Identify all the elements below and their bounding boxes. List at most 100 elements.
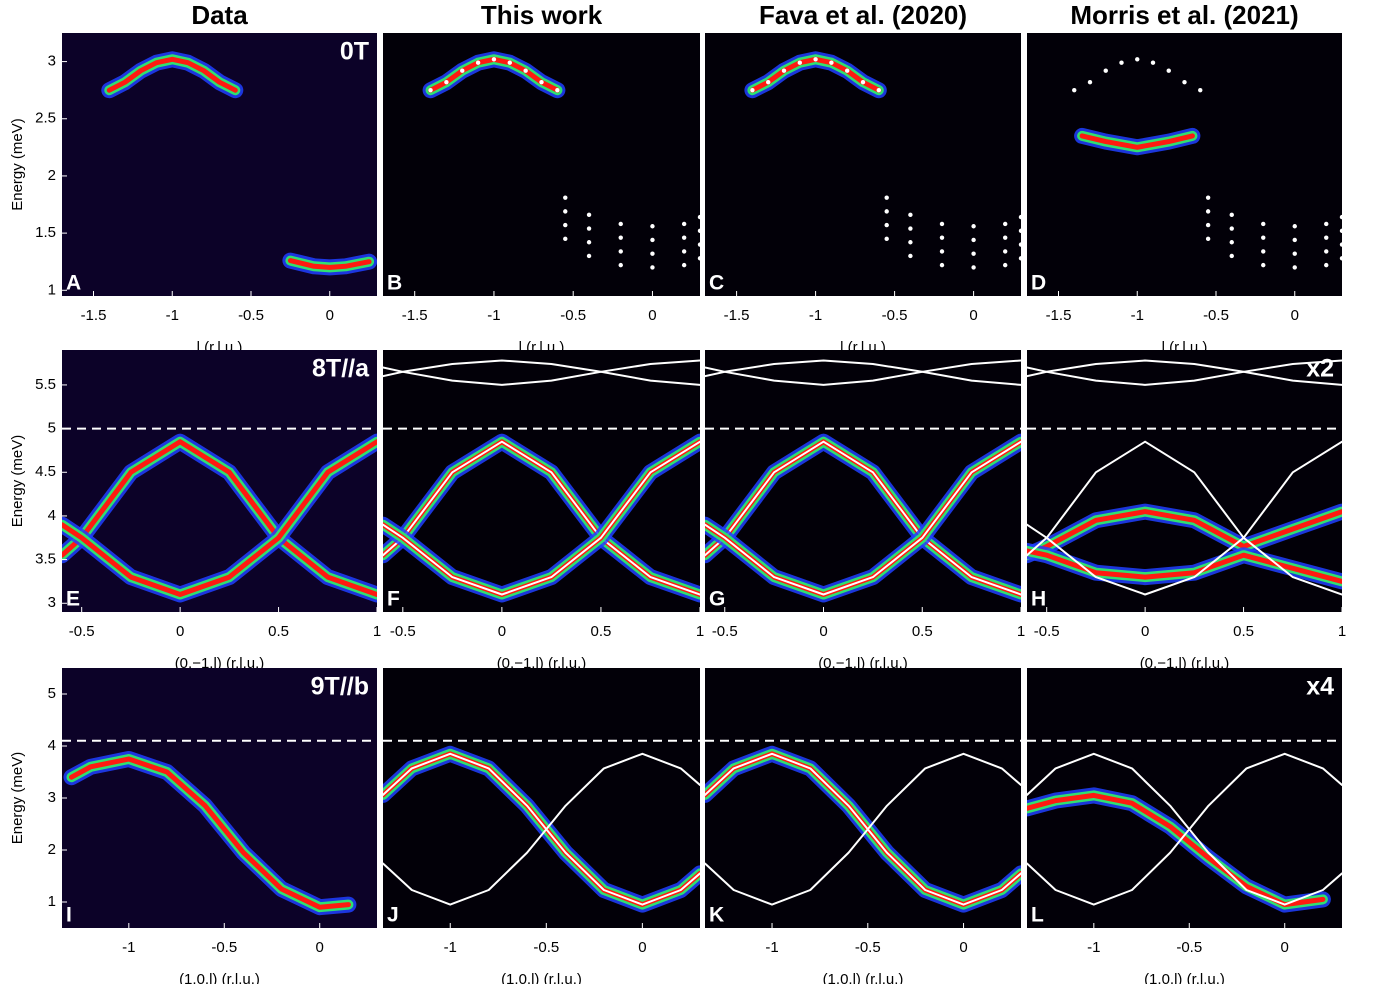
x-tick-label: -0.5 — [533, 939, 559, 956]
model-dot — [555, 87, 560, 93]
model-line — [1027, 440, 1342, 596]
panel-plot — [1072, 57, 1342, 270]
model-dot — [1229, 226, 1234, 231]
x-tick-label: -1 — [1087, 939, 1100, 956]
x-tick-label: 0 — [819, 623, 827, 640]
panel-background — [1027, 33, 1342, 296]
x-tick-label: 0 — [1141, 623, 1149, 640]
model-dot — [697, 214, 700, 220]
model-dot — [971, 224, 976, 229]
y-tick-label: 4.5 — [35, 463, 56, 480]
model-dot — [1018, 214, 1021, 220]
panel-plot — [101, 51, 377, 276]
model-dot — [1339, 228, 1342, 234]
model-dot — [971, 251, 976, 256]
y-tick-label: 4 — [48, 507, 56, 524]
model-dot — [876, 87, 881, 93]
model-dot — [650, 265, 655, 270]
model-dot — [523, 68, 528, 73]
panel-plot — [383, 359, 700, 603]
x-tick-label: -0.5 — [560, 307, 586, 324]
model-line — [383, 359, 700, 386]
model-line — [705, 440, 1021, 596]
model-dot — [971, 265, 976, 270]
model-dot — [1292, 265, 1297, 270]
y-tick-label: 5.5 — [35, 376, 56, 393]
field-annotation: x2 — [1306, 355, 1334, 383]
x-tick-label: -1.5 — [81, 307, 107, 324]
x-tick-label: -1.5 — [724, 307, 750, 324]
intensity-band-core — [69, 756, 351, 910]
y-tick-label: 4 — [48, 737, 56, 754]
panel-plot — [383, 739, 700, 913]
model-dot — [1324, 262, 1329, 268]
panel-letter: G — [709, 588, 725, 611]
model-line — [705, 440, 1021, 596]
x-axis-label: (0,−1,l) (r.l.u.) — [175, 655, 265, 672]
model-dot — [939, 235, 945, 240]
model-dot — [1292, 224, 1297, 229]
panel-letter: F — [387, 588, 400, 611]
model-dot — [1324, 249, 1329, 254]
x-tick-label: 0 — [498, 623, 506, 640]
model-dot — [475, 60, 481, 65]
x-tick-label: 0 — [176, 623, 184, 640]
model-dot — [1261, 221, 1266, 227]
y-tick-label: 3 — [48, 594, 56, 611]
intensity-band-core — [62, 439, 377, 597]
model-line — [383, 440, 700, 596]
x-axis-label: (0,−1,l) (r.l.u.) — [1140, 655, 1230, 672]
column-title: This work — [481, 0, 603, 30]
model-dot — [507, 60, 512, 65]
model-dot — [1166, 68, 1171, 73]
model-line — [705, 359, 1021, 386]
model-dot — [650, 224, 655, 229]
model-dot — [1018, 256, 1021, 261]
x-tick-label: 0 — [648, 307, 656, 324]
model-dot — [444, 79, 449, 85]
model-dot — [829, 60, 834, 65]
model-dot — [908, 253, 913, 259]
x-tick-label: -1.5 — [402, 307, 428, 324]
panel-plot — [705, 359, 1021, 603]
y-axis-label: Energy (meV) — [9, 752, 26, 845]
x-tick-label: -0.5 — [1034, 623, 1060, 640]
model-dot — [1150, 60, 1156, 65]
model-line — [1027, 440, 1342, 596]
intensity-band-core — [1079, 133, 1195, 150]
x-tick-label: -0.5 — [211, 939, 237, 956]
model-dot — [681, 221, 687, 227]
x-tick-label: 1 — [1338, 623, 1346, 640]
model-dot — [586, 253, 592, 259]
model-dot — [1205, 236, 1211, 242]
field-annotation: x4 — [1306, 673, 1334, 701]
x-tick-label: 0 — [326, 307, 334, 324]
model-dot — [1229, 212, 1234, 218]
model-dot — [1324, 235, 1329, 240]
model-dot — [939, 221, 945, 227]
model-dot — [884, 195, 889, 200]
x-tick-label: -0.5 — [882, 307, 908, 324]
model-dot — [681, 262, 687, 268]
y-axis-label: Energy (meV) — [9, 435, 26, 528]
y-tick-label: 1.5 — [35, 224, 56, 241]
model-dot — [908, 240, 913, 245]
intensity-band-core — [287, 258, 372, 270]
model-dot — [650, 237, 655, 243]
x-tick-label: -1 — [1131, 307, 1144, 324]
column-title: Fava et al. (2020) — [759, 0, 967, 30]
field-annotation: 8T//a — [312, 355, 370, 383]
model-dot — [1018, 228, 1021, 234]
model-dot — [1205, 222, 1211, 228]
model-dot — [908, 226, 913, 231]
model-dot — [860, 79, 866, 85]
model-dot — [681, 249, 687, 254]
x-tick-label: -1 — [166, 307, 179, 324]
model-dot — [1324, 221, 1329, 227]
model-dot — [1339, 214, 1342, 220]
model-dot — [845, 68, 850, 73]
x-tick-label: 0 — [638, 939, 646, 956]
model-dot — [428, 87, 433, 93]
y-tick-label: 5 — [48, 685, 56, 702]
x-tick-label: 1 — [696, 623, 704, 640]
